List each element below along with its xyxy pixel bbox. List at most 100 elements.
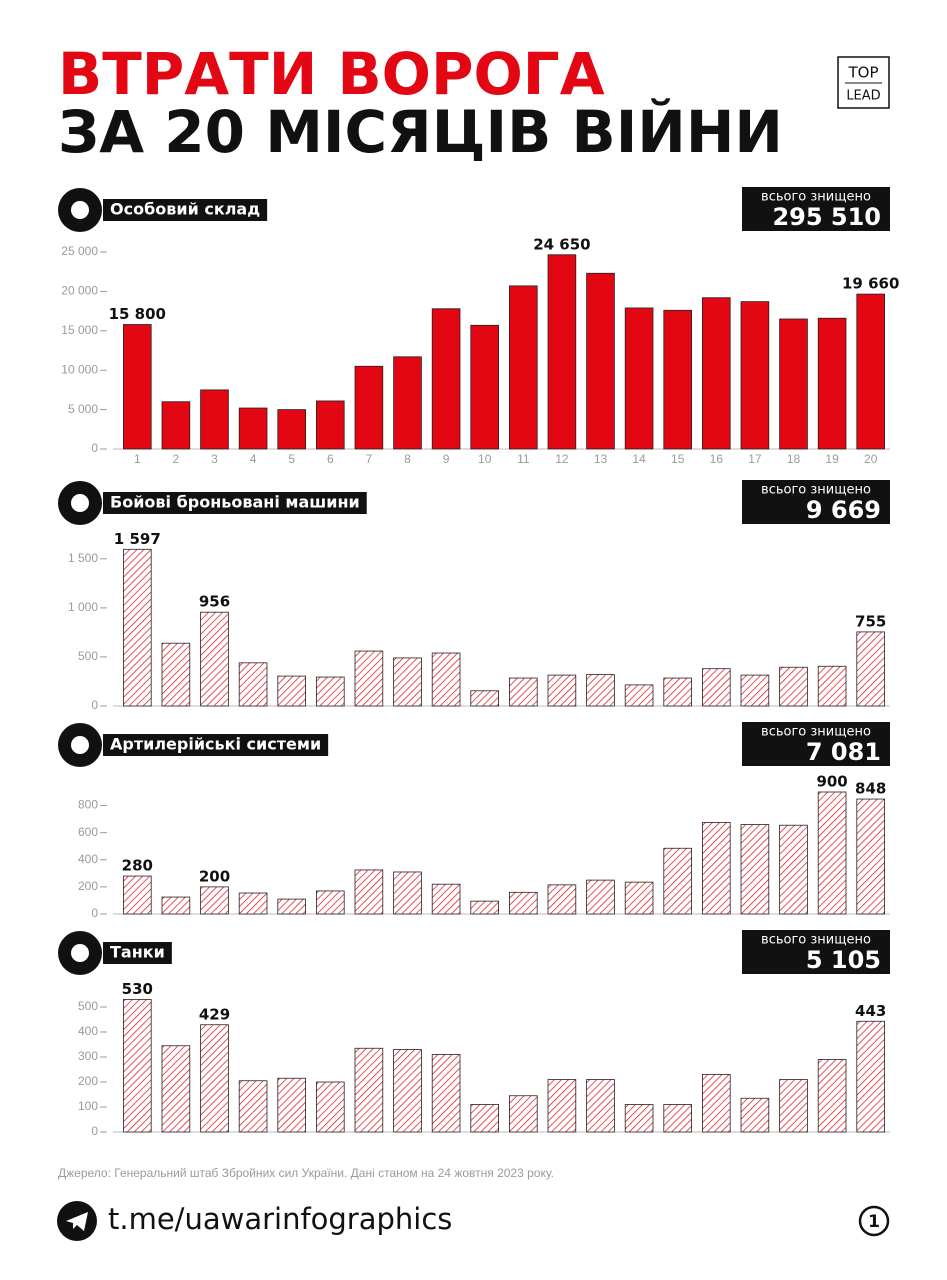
bar bbox=[702, 668, 731, 707]
value-label: 443 bbox=[855, 1002, 886, 1020]
x-tick-label: 7 bbox=[366, 452, 373, 466]
bar bbox=[161, 401, 191, 450]
bar bbox=[470, 324, 499, 450]
bar bbox=[547, 884, 577, 915]
logo-box bbox=[837, 56, 890, 109]
x-tick-label: 3 bbox=[211, 452, 218, 466]
y-tick-label: 100 bbox=[78, 1099, 98, 1113]
bar bbox=[431, 308, 461, 450]
y-tick-label: 1 000 bbox=[68, 600, 98, 614]
bar bbox=[586, 272, 615, 450]
bar bbox=[316, 400, 345, 450]
telegram-plane bbox=[66, 1212, 88, 1231]
bar bbox=[624, 307, 654, 450]
x-tick-label: 2 bbox=[173, 452, 180, 466]
total-value: 5 105 bbox=[806, 946, 881, 974]
x-tick-label: 9 bbox=[443, 452, 450, 466]
bar bbox=[779, 666, 808, 707]
value-label: 280 bbox=[122, 857, 153, 875]
bar bbox=[200, 611, 229, 707]
bar bbox=[779, 318, 808, 450]
y-tick-label: 1 500 bbox=[68, 551, 98, 565]
bar bbox=[238, 892, 268, 915]
total-caption: всього знищено bbox=[761, 190, 871, 205]
value-label: 848 bbox=[855, 780, 886, 798]
bar bbox=[663, 1104, 692, 1133]
bar bbox=[624, 1104, 654, 1133]
bar bbox=[856, 1020, 885, 1133]
bar bbox=[354, 1047, 384, 1133]
y-tick-label: 0 bbox=[91, 698, 98, 712]
title-line1: ВТРАТИ ВОРОГА bbox=[58, 40, 605, 108]
bar bbox=[740, 301, 770, 450]
bar bbox=[509, 1095, 538, 1133]
bar bbox=[586, 879, 615, 915]
x-tick-label: 8 bbox=[404, 452, 411, 466]
bar bbox=[779, 824, 808, 915]
y-tick-label: 10 000 bbox=[61, 362, 98, 376]
bar bbox=[740, 674, 770, 707]
bar bbox=[123, 875, 152, 915]
bar bbox=[238, 1080, 268, 1133]
bar bbox=[354, 365, 384, 450]
y-tick-label: 5 000 bbox=[68, 402, 98, 416]
bar bbox=[393, 657, 422, 707]
bar bbox=[393, 1049, 422, 1133]
bar bbox=[316, 1081, 345, 1133]
bar bbox=[702, 297, 731, 450]
bar bbox=[316, 890, 345, 915]
value-label: 900 bbox=[816, 773, 847, 791]
bar bbox=[123, 324, 152, 450]
x-tick-label: 15 bbox=[671, 452, 685, 466]
bar bbox=[624, 881, 654, 915]
x-tick-label: 20 bbox=[864, 452, 878, 466]
bar bbox=[586, 674, 615, 707]
bar bbox=[161, 642, 191, 707]
y-tick-label: 200 bbox=[78, 879, 98, 893]
channel-url[interactable]: t.me/uawarinfographics bbox=[108, 1202, 452, 1236]
bar bbox=[470, 900, 499, 915]
section-title: Бойові броньовані машини bbox=[110, 493, 360, 512]
total-caption: всього знищено bbox=[761, 483, 871, 498]
bar bbox=[547, 254, 577, 450]
bar bbox=[354, 869, 384, 915]
x-tick-label: 14 bbox=[632, 452, 646, 466]
bar bbox=[547, 1079, 577, 1133]
y-tick-label: 400 bbox=[78, 852, 98, 866]
total-value: 7 081 bbox=[806, 738, 881, 766]
x-tick-label: 13 bbox=[594, 452, 608, 466]
bar bbox=[856, 798, 885, 915]
bar bbox=[547, 674, 577, 707]
x-tick-label: 12 bbox=[555, 452, 569, 466]
total-box bbox=[742, 930, 890, 974]
bar bbox=[470, 690, 499, 707]
section-title-bg bbox=[103, 492, 367, 514]
bar bbox=[277, 1077, 306, 1133]
bar bbox=[779, 1079, 808, 1133]
bar bbox=[161, 1045, 191, 1133]
logo-top: TOP bbox=[847, 64, 878, 82]
bar bbox=[817, 317, 847, 450]
bar bbox=[586, 1079, 615, 1133]
total-caption: всього знищено bbox=[761, 725, 871, 740]
value-label: 429 bbox=[199, 1005, 230, 1023]
bar bbox=[277, 409, 306, 450]
section-title-bg bbox=[103, 942, 172, 964]
value-label: 200 bbox=[199, 867, 230, 885]
bar bbox=[200, 886, 229, 915]
bar bbox=[123, 999, 152, 1133]
bar bbox=[431, 1054, 461, 1133]
value-label: 15 800 bbox=[109, 305, 166, 323]
section-icon-mark bbox=[71, 736, 89, 754]
bar bbox=[856, 631, 885, 707]
bar bbox=[624, 684, 654, 707]
total-value: 9 669 bbox=[806, 496, 881, 524]
bar bbox=[509, 677, 538, 707]
bar bbox=[431, 883, 461, 915]
x-tick-label: 18 bbox=[787, 452, 801, 466]
x-tick-label: 4 bbox=[250, 452, 257, 466]
y-tick-label: 15 000 bbox=[61, 323, 98, 337]
y-tick-label: 20 000 bbox=[61, 284, 98, 298]
bar bbox=[817, 791, 847, 915]
bar bbox=[663, 677, 692, 707]
